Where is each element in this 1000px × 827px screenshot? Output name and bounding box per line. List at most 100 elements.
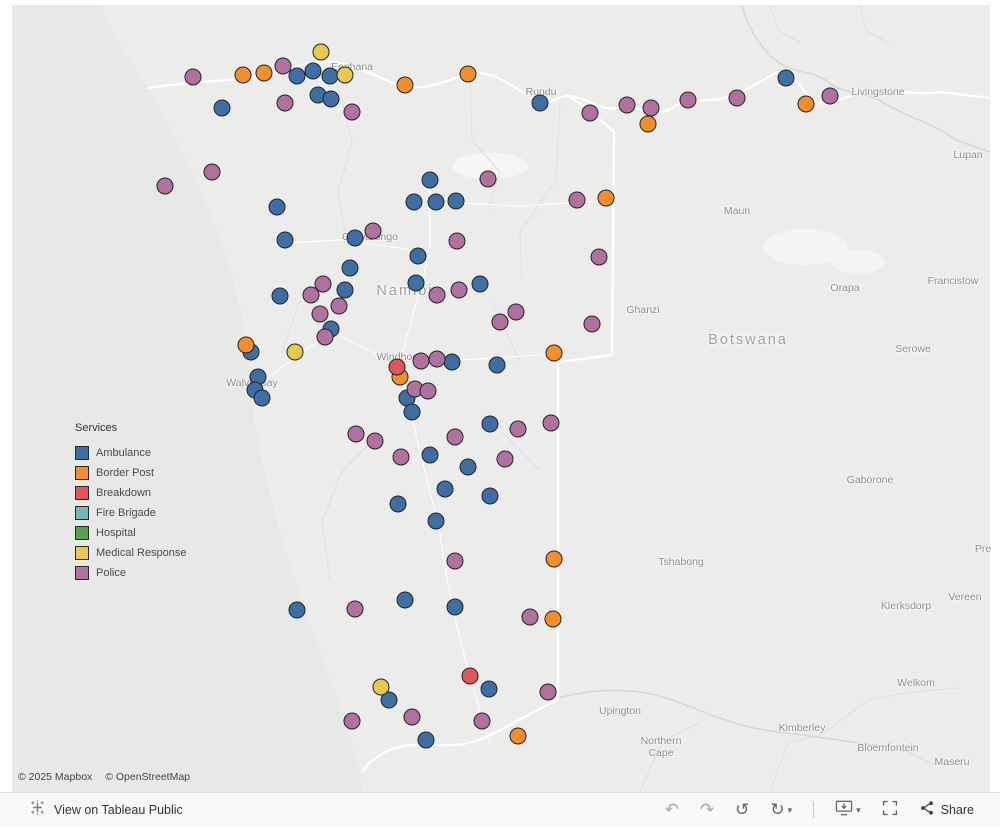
- map-point-ambulance[interactable]: [322, 90, 340, 108]
- map-point-police[interactable]: [446, 428, 464, 446]
- map-point-police[interactable]: [392, 448, 410, 466]
- map-point-police[interactable]: [366, 432, 384, 450]
- map-point-police[interactable]: [428, 350, 446, 368]
- map-point-police[interactable]: [330, 297, 348, 315]
- map-point-ambulance[interactable]: [304, 62, 322, 80]
- map-point-ambulance[interactable]: [288, 67, 306, 85]
- replay-button[interactable]: ↻ ▾: [770, 801, 792, 819]
- map-point-police[interactable]: [590, 248, 608, 266]
- map-point-ambulance[interactable]: [443, 353, 461, 371]
- map-point-ambulance[interactable]: [276, 231, 294, 249]
- map-point-ambulance[interactable]: [481, 415, 499, 433]
- map-point-ambulance[interactable]: [488, 356, 506, 374]
- map-point-ambulance[interactable]: [459, 458, 477, 476]
- reset-button[interactable]: ↺: [735, 799, 750, 820]
- map-point-police[interactable]: [507, 303, 525, 321]
- map-point-border-post[interactable]: [509, 727, 527, 745]
- map-point-border-post[interactable]: [544, 610, 562, 628]
- map-point-police[interactable]: [364, 222, 382, 240]
- map-point-ambulance[interactable]: [447, 192, 465, 210]
- legend-item[interactable]: Medical Response: [75, 543, 187, 563]
- map-point-ambulance[interactable]: [396, 591, 414, 609]
- map-point-police[interactable]: [568, 191, 586, 209]
- map-point-ambulance[interactable]: [346, 229, 364, 247]
- legend-item[interactable]: Ambulance: [75, 443, 187, 463]
- map-point-police[interactable]: [419, 382, 437, 400]
- map-point-police[interactable]: [274, 57, 292, 75]
- legend-item[interactable]: Hospital: [75, 523, 187, 543]
- map-point-ambulance[interactable]: [341, 259, 359, 277]
- map-point-police[interactable]: [728, 89, 746, 107]
- tableau-logo-icon[interactable]: [30, 800, 45, 820]
- map-point-ambulance[interactable]: [389, 495, 407, 513]
- map-point-breakdown[interactable]: [461, 667, 479, 685]
- map-point-medical-response[interactable]: [312, 43, 330, 61]
- map-point-police[interactable]: [412, 352, 430, 370]
- map-point-police[interactable]: [618, 96, 636, 114]
- map-point-police[interactable]: [448, 232, 466, 250]
- osm-attribution-link[interactable]: © OpenStreetMap: [105, 771, 190, 783]
- map-point-ambulance[interactable]: [380, 691, 398, 709]
- map-point-ambulance[interactable]: [403, 403, 421, 421]
- map-point-ambulance[interactable]: [427, 193, 445, 211]
- map-point-police[interactable]: [311, 305, 329, 323]
- download-button[interactable]: ▾: [835, 800, 861, 821]
- map-point-breakdown[interactable]: [388, 358, 406, 376]
- legend-item[interactable]: Fire Brigade: [75, 503, 187, 523]
- map-point-police[interactable]: [156, 177, 174, 195]
- share-button[interactable]: Share: [919, 800, 974, 821]
- map-point-police[interactable]: [346, 600, 364, 618]
- map-point-police[interactable]: [821, 87, 839, 105]
- map-point-ambulance[interactable]: [777, 69, 795, 87]
- map-point-ambulance[interactable]: [288, 601, 306, 619]
- map-point-border-post[interactable]: [597, 189, 615, 207]
- legend-item[interactable]: Breakdown: [75, 483, 187, 503]
- map-point-police[interactable]: [473, 712, 491, 730]
- redo-button[interactable]: ↷: [699, 799, 715, 820]
- map-point-police[interactable]: [316, 328, 334, 346]
- map-point-medical-response[interactable]: [336, 66, 354, 84]
- map-point-police[interactable]: [450, 281, 468, 299]
- map-point-ambulance[interactable]: [436, 480, 454, 498]
- map-point-ambulance[interactable]: [417, 731, 435, 749]
- map-point-police[interactable]: [302, 286, 320, 304]
- fullscreen-button[interactable]: [882, 800, 898, 821]
- map-point-police[interactable]: [521, 608, 539, 626]
- map-point-ambulance[interactable]: [336, 281, 354, 299]
- map-point-police[interactable]: [314, 275, 332, 293]
- map-point-police[interactable]: [428, 286, 446, 304]
- map-point-border-post[interactable]: [237, 336, 255, 354]
- map-point-police[interactable]: [642, 99, 660, 117]
- map-point-ambulance[interactable]: [531, 94, 549, 112]
- map-point-police[interactable]: [496, 450, 514, 468]
- map-point-police[interactable]: [446, 552, 464, 570]
- map-point-police[interactable]: [491, 313, 509, 331]
- map-point-police[interactable]: [583, 315, 601, 333]
- map-point-police[interactable]: [184, 68, 202, 86]
- legend-item[interactable]: Police: [75, 563, 187, 583]
- map-point-medical-response[interactable]: [372, 678, 390, 696]
- map-point-ambulance[interactable]: [427, 512, 445, 530]
- undo-button[interactable]: ↶: [664, 799, 679, 820]
- map-point-ambulance[interactable]: [421, 446, 439, 464]
- map-point-ambulance[interactable]: [253, 389, 271, 407]
- map-point-ambulance[interactable]: [409, 247, 427, 265]
- map-point-police[interactable]: [343, 103, 361, 121]
- map-point-police[interactable]: [539, 683, 557, 701]
- map-point-police[interactable]: [403, 708, 421, 726]
- map-point-border-post[interactable]: [545, 344, 563, 362]
- map-point-border-post[interactable]: [545, 550, 563, 568]
- map-point-police[interactable]: [509, 420, 527, 438]
- map-point-police[interactable]: [581, 104, 599, 122]
- map-point-police[interactable]: [679, 91, 697, 109]
- map-point-police[interactable]: [203, 163, 221, 181]
- map-canvas[interactable]: [12, 5, 990, 792]
- map-point-ambulance[interactable]: [421, 171, 439, 189]
- map-point-ambulance[interactable]: [471, 275, 489, 293]
- map-point-border-post[interactable]: [639, 115, 657, 133]
- map-point-police[interactable]: [479, 170, 497, 188]
- map-point-border-post[interactable]: [459, 65, 477, 83]
- map-point-ambulance[interactable]: [446, 598, 464, 616]
- map-point-ambulance[interactable]: [481, 487, 499, 505]
- map-point-medical-response[interactable]: [286, 343, 304, 361]
